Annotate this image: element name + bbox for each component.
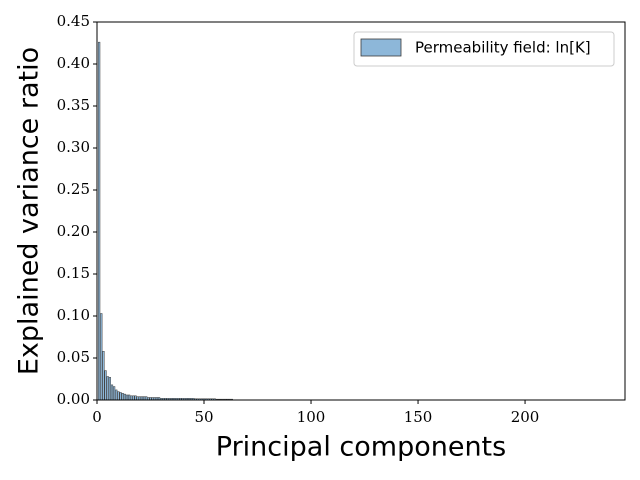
legend-label: Permeability field: ln[K] [415, 39, 591, 57]
y-tick-label: 0.25 [57, 180, 90, 198]
bar [138, 396, 141, 401]
y-tick-label: 0.40 [57, 54, 90, 72]
bar [125, 394, 129, 401]
x-axis-label: Principal components [216, 432, 506, 463]
legend-swatch [360, 38, 402, 57]
bar [134, 395, 137, 401]
y-tick-label: 0.10 [57, 306, 90, 324]
y-tick-label: 0.20 [57, 222, 90, 240]
bar [130, 395, 133, 401]
y-tick-label: 0.15 [57, 264, 90, 282]
bar [104, 370, 107, 401]
plot-frame [96, 21, 626, 401]
y-tick-label: 0.45 [57, 12, 90, 30]
bar [145, 396, 148, 401]
bar [100, 313, 103, 401]
bar [121, 393, 124, 401]
x-tick-label: 0 [92, 408, 102, 426]
y-tick-label: 0.00 [57, 390, 90, 408]
y-tick-label: 0.30 [57, 138, 90, 156]
y-tick-label: 0.35 [57, 96, 90, 114]
x-tick-label: 150 [404, 408, 433, 426]
bar [108, 377, 111, 401]
x-tick-label: 200 [511, 408, 540, 426]
bar [110, 384, 114, 401]
bar [102, 351, 105, 401]
y-tick-label: 0.05 [57, 348, 90, 366]
bar [106, 376, 109, 401]
bar [136, 396, 139, 401]
bar [98, 41, 101, 401]
bar [119, 392, 122, 401]
bar [113, 386, 116, 401]
x-tick-label: 100 [297, 408, 326, 426]
bar [117, 391, 120, 401]
bar [127, 394, 131, 401]
bar [142, 396, 146, 401]
bar [123, 393, 126, 401]
legend-box [353, 31, 615, 67]
x-tick-label: 50 [194, 408, 213, 426]
bar [140, 396, 144, 401]
y-axis-label: Explained variance ratio [14, 47, 45, 375]
bar [132, 395, 135, 401]
bar [115, 389, 118, 401]
